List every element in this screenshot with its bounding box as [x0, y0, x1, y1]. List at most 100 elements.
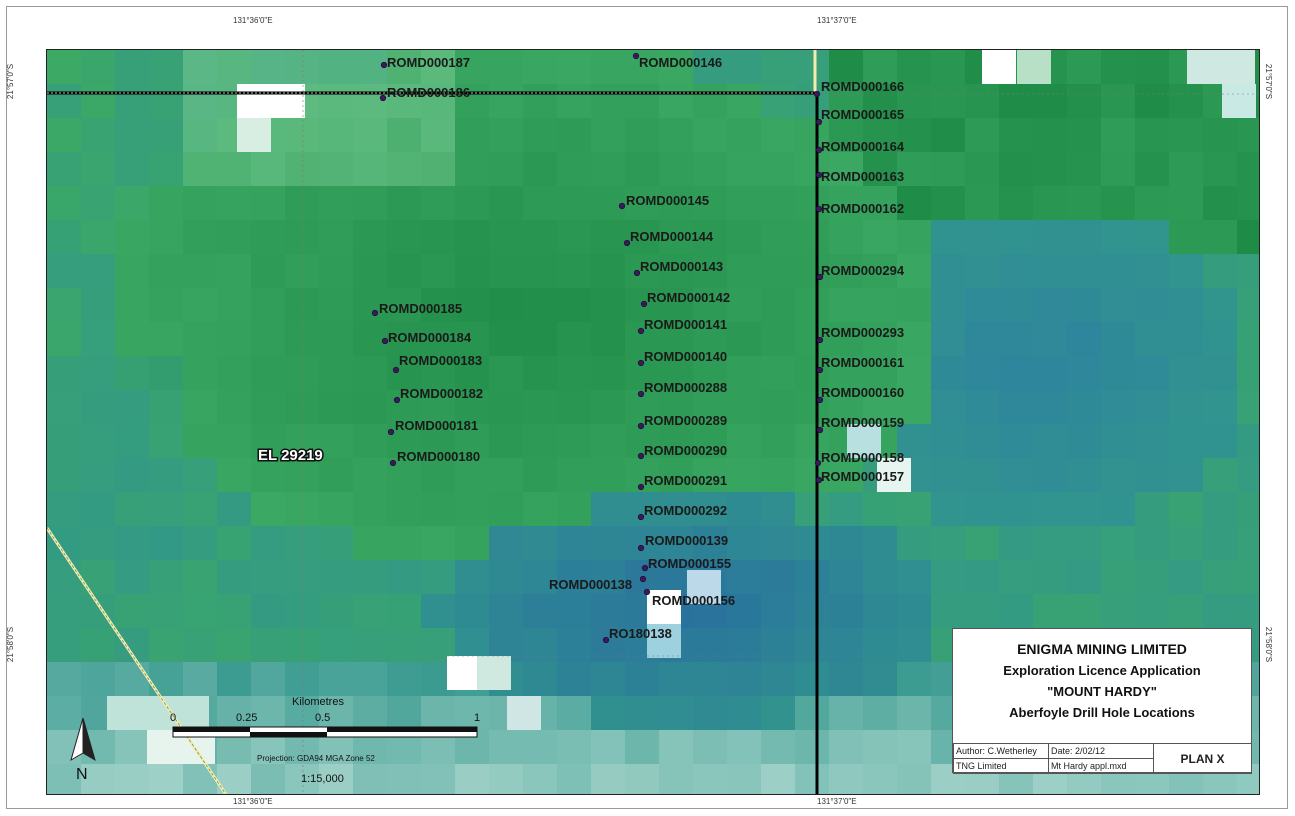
drill-hole-label: ROMD000139	[645, 533, 728, 548]
scalebar-tick-0: 0	[170, 712, 176, 724]
drill-hole-marker[interactable]	[816, 366, 824, 374]
drill-hole-label: ROMD000146	[639, 55, 722, 70]
drill-hole-marker[interactable]	[816, 273, 824, 281]
drill-hole-label: ROMD000141	[644, 317, 727, 332]
tenement-label: EL 29219	[258, 447, 323, 464]
drill-hole-marker[interactable]	[637, 483, 645, 491]
drill-hole-marker[interactable]	[637, 327, 645, 335]
drill-hole-label: ROMD000158	[821, 450, 904, 465]
drill-hole-marker[interactable]	[641, 564, 649, 572]
top-left-lon-label: 131°36'0"E	[233, 16, 273, 25]
drill-hole-marker[interactable]	[639, 575, 647, 583]
drill-hole-label: ROMD000165	[821, 107, 904, 122]
tenement-label-group: EL 29219	[257, 446, 325, 466]
drill-hole-marker[interactable]	[371, 309, 379, 317]
scale-ratio-label: 1:15,000	[301, 773, 344, 785]
scalebar-tick-1: 0.25	[236, 712, 257, 724]
drill-hole-label: ROMD000140	[644, 349, 727, 364]
drill-hole-marker[interactable]	[380, 61, 388, 69]
title-line-2: Exploration Licence Application	[1003, 663, 1201, 678]
drill-hole-marker[interactable]	[637, 422, 645, 430]
drill-hole-marker[interactable]	[637, 513, 645, 521]
drill-hole-label: ROMD000155	[648, 556, 731, 571]
drill-hole-label: ROMD000185	[379, 301, 462, 316]
drill-hole-label: ROMD000180	[397, 449, 480, 464]
map-canvas: ROMD000187 ROMD000186 ROMD000146 ROMD000166…	[47, 50, 1259, 794]
drill-hole-marker[interactable]	[637, 359, 645, 367]
drill-hole-label: ROMD000164	[821, 139, 905, 154]
drill-hole-label: ROMD000144	[630, 229, 714, 244]
drill-hole-marker[interactable]	[637, 452, 645, 460]
drill-hole-label: ROMD000186	[387, 85, 470, 100]
title-company: ENIGMA MINING LIMITED	[1017, 641, 1187, 657]
drill-hole-marker[interactable]	[633, 269, 641, 277]
top-right-lon-label: 131°37'0"E	[817, 16, 857, 25]
drill-hole-marker[interactable]	[816, 426, 824, 434]
right-lower-lat-label: 21°58'0"S	[1264, 626, 1274, 663]
scalebar-unit-label: Kilometres	[292, 696, 344, 708]
drill-hole-marker[interactable]	[816, 336, 824, 344]
map-area[interactable]: ROMD000187 ROMD000186 ROMD000146 ROMD000166…	[46, 49, 1260, 795]
scalebar-tick-3: 1	[474, 712, 480, 724]
drill-hole-marker[interactable]	[379, 94, 387, 102]
drill-hole-marker[interactable]	[815, 476, 823, 484]
drill-hole-label: ROMD000289	[644, 413, 727, 428]
drill-hole-label: ROMD000187	[387, 55, 470, 70]
roads	[47, 50, 817, 794]
drill-hole-marker[interactable]	[813, 90, 821, 98]
left-upper-lat-label: 21°57'0"S	[6, 63, 16, 100]
drill-hole-label: ROMD000288	[644, 380, 727, 395]
drill-hole-label: ROMD000157	[821, 469, 904, 484]
drill-hole-marker[interactable]	[602, 636, 610, 644]
drill-hole-label: ROMD000294	[821, 263, 905, 278]
drill-hole-label: ROMD000143	[640, 259, 723, 274]
map-frame: 131°36'0"E 131°37'0"E 131°36'0"E 131°37'…	[6, 6, 1288, 809]
north-arrow: N	[70, 717, 96, 783]
drill-hole-label: ROMD000161	[821, 355, 904, 370]
scalebar-tick-2: 0.5	[315, 712, 330, 724]
drill-hole-label: ROMD000182	[400, 386, 483, 401]
drill-hole-label: ROMD000160	[821, 385, 904, 400]
drill-hole-labels: ROMD000187 ROMD000186 ROMD000146 ROMD000166…	[379, 55, 905, 641]
bottom-right-lon-label: 131°37'0"E	[817, 797, 857, 806]
drill-hole-marker[interactable]	[640, 300, 648, 308]
drill-hole-label: ROMD000292	[644, 503, 727, 518]
title-line-3: "MOUNT HARDY"	[1047, 684, 1157, 699]
drill-hole-marker[interactable]	[815, 146, 823, 154]
north-arrow-label: N	[76, 766, 88, 783]
drill-hole-marker[interactable]	[637, 390, 645, 398]
drill-hole-label: ROMD000145	[626, 193, 709, 208]
drill-hole-marker[interactable]	[389, 459, 397, 467]
scalebar: Kilometres 0 0.25 0.5 1 Projection: GDA9…	[170, 696, 480, 785]
drill-hole-marker[interactable]	[387, 428, 395, 436]
plan-cell: PLAN X	[1153, 743, 1252, 774]
drill-hole-label: ROMD000159	[821, 415, 904, 430]
drill-hole-label: ROMD000184	[388, 330, 472, 345]
projection-label: Projection: GDA94 MGA Zone 52	[257, 754, 375, 763]
org-cell: TNG Limited	[953, 758, 1049, 774]
drill-hole-label: ROMD000156	[652, 593, 735, 608]
title-block: ENIGMA MINING LIMITED Exploration Licenc…	[952, 628, 1252, 774]
drill-hole-marker[interactable]	[618, 202, 626, 210]
drill-holes	[371, 52, 824, 644]
drill-hole-marker[interactable]	[381, 337, 389, 345]
drill-hole-marker[interactable]	[392, 366, 400, 374]
right-upper-lat-label: 21°57'0"S	[1264, 63, 1274, 100]
left-lower-lat-label: 21°58'0"S	[6, 626, 16, 663]
drill-hole-marker[interactable]	[814, 459, 822, 467]
drill-hole-marker[interactable]	[393, 396, 401, 404]
drill-hole-marker[interactable]	[815, 171, 823, 179]
drill-hole-label: ROMD000290	[644, 443, 727, 458]
title-metadata-table: Author: C.Wetherley Date: 2/02/12 PLAN X…	[953, 743, 1252, 774]
drill-hole-marker[interactable]	[623, 239, 631, 247]
drill-hole-label: ROMD000142	[647, 290, 730, 305]
drill-hole-marker[interactable]	[815, 205, 823, 213]
drill-hole-marker[interactable]	[815, 118, 823, 126]
drill-hole-marker[interactable]	[637, 544, 645, 552]
elevation-raster	[47, 50, 1259, 794]
drill-hole-marker[interactable]	[643, 588, 651, 596]
drill-hole-label: ROMD000166	[821, 79, 904, 94]
drill-hole-marker[interactable]	[816, 396, 824, 404]
drill-hole-label: RO180138	[609, 626, 672, 641]
drill-hole-marker[interactable]	[632, 52, 640, 60]
